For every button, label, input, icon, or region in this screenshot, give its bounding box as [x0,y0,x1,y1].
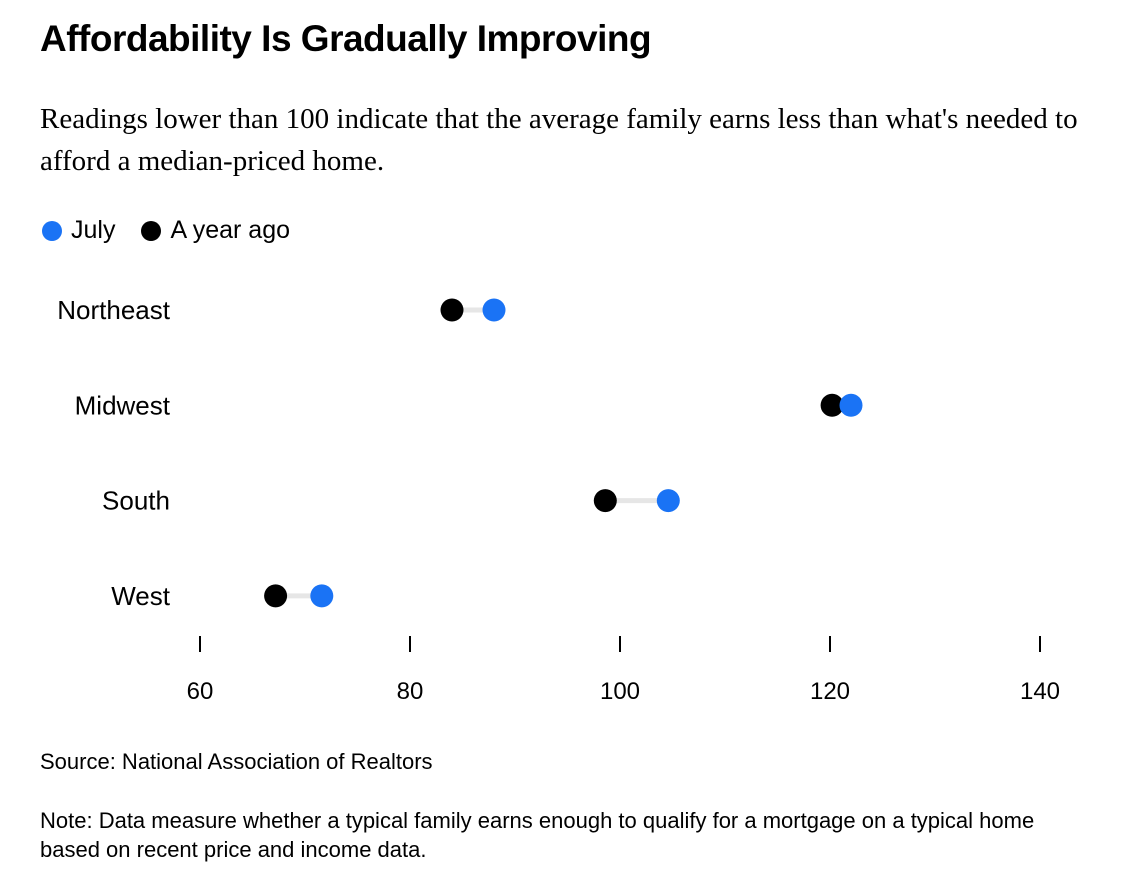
region-label-northeast: Northeast [57,295,170,325]
point-year-ago-northeast [440,298,464,322]
region-label-south: South [102,486,170,516]
footnote: Note: Data measure whether a typical fam… [40,808,1035,862]
point-year-ago-south [593,489,617,513]
legend-swatch-year-ago [141,220,162,241]
legend-item-year-ago: A year ago [141,216,290,245]
point-year-ago-midwest [820,393,844,417]
dumbbell-chart: Northeast Midwest South West 60 80 100 120 140 [57,295,1060,705]
chart-title: Affordability Is Gradually Improving [40,18,652,59]
point-july-midwest [839,393,863,417]
legend: July A year ago [42,216,316,245]
x-tick-label-80: 80 [397,678,424,705]
point-year-ago-west [264,584,288,608]
x-tick-label-100: 100 [600,678,640,705]
legend-label-year-ago: A year ago [170,216,290,244]
point-july-northeast [482,298,506,322]
point-july-west [310,584,334,608]
point-july-south [656,489,680,513]
x-tick-label-140: 140 [1020,678,1060,705]
legend-item-july: July [42,216,115,245]
region-label-west: West [111,581,171,611]
region-label-midwest: Midwest [75,390,171,420]
chart-subtitle: Readings lower than 100 indicate that th… [40,103,1078,177]
source-note: Source: National Association of Realtors [40,749,433,774]
x-tick-label-120: 120 [810,678,850,705]
legend-swatch-july [42,220,62,241]
legend-label-july: July [71,216,116,244]
x-tick-label-60: 60 [187,678,214,705]
